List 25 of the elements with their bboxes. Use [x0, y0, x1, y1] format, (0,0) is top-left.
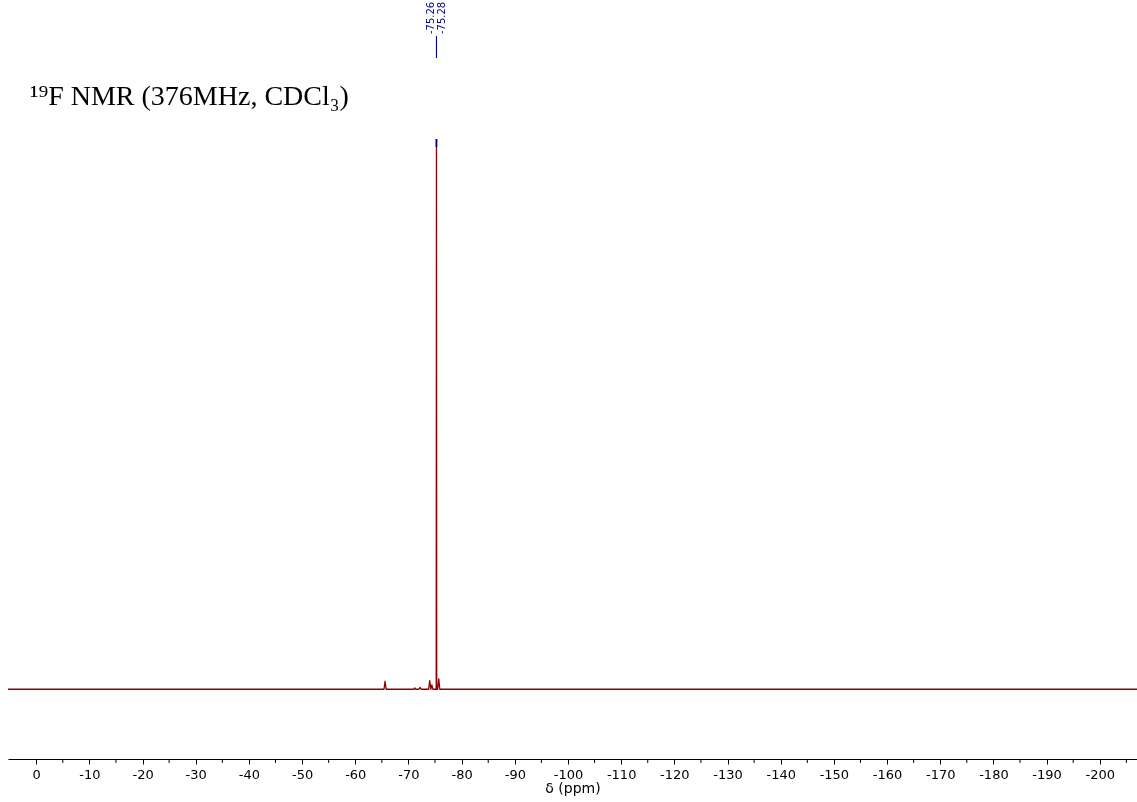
x-tick-label: -20 — [132, 766, 154, 782]
x-tick-label: -110 — [606, 766, 637, 782]
annotation: -75.26 — [424, 1, 436, 34]
annotation: -75.28 — [436, 1, 448, 34]
x-tick-label: -100 — [553, 766, 584, 782]
x-tick-label: -50 — [291, 766, 314, 782]
x-axis-title: δ (ppm) — [545, 779, 601, 796]
x-tick-label: -150 — [819, 766, 850, 782]
x-tick-label: -160 — [872, 766, 903, 782]
x-tick-label: 0 — [32, 766, 41, 782]
x-tick-label: -200 — [1085, 766, 1116, 782]
x-tick-label: -170 — [925, 766, 956, 782]
chart-title: ¹⁹F NMR (376MHz, CDCl₃) — [30, 80, 349, 111]
x-tick-label: -180 — [979, 766, 1009, 782]
x-tick-label: -40 — [238, 766, 261, 782]
x-tick-label: -70 — [398, 766, 420, 782]
x-tick-label: -30 — [185, 766, 207, 782]
x-tick-label: -10 — [79, 766, 101, 782]
x-tick-label: -120 — [660, 766, 690, 782]
x-tick-label: -130 — [713, 766, 743, 782]
x-tick-label: -190 — [1032, 766, 1062, 782]
x-tick-label: -80 — [451, 766, 473, 782]
x-tick-label: -140 — [766, 766, 796, 782]
x-tick-label: -60 — [345, 766, 367, 782]
x-tick-label: -90 — [504, 766, 526, 782]
